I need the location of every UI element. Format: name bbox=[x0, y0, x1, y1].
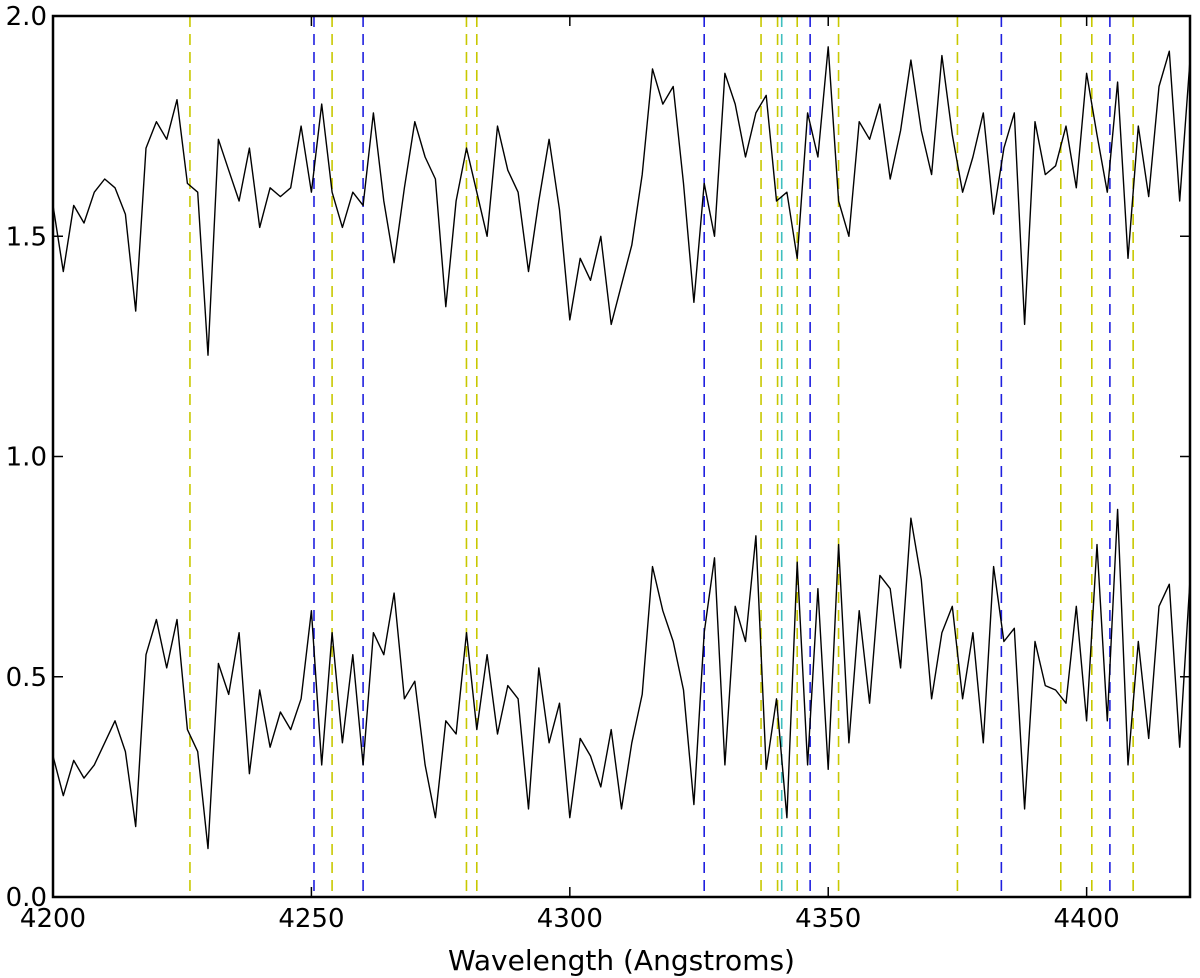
y-tick-label: 0.0 bbox=[6, 883, 47, 913]
x-axis-title: Wavelength (Angstroms) bbox=[448, 944, 795, 977]
x-tick-label: 4350 bbox=[795, 904, 861, 934]
x-tick-label: 4300 bbox=[537, 904, 603, 934]
x-tick-label: 4200 bbox=[20, 904, 86, 934]
y-tick-label: 1.0 bbox=[6, 443, 47, 473]
spectrum-series bbox=[52, 46, 1191, 850]
x-tick-label: 4250 bbox=[278, 904, 344, 934]
y-tick-label: 2.0 bbox=[6, 2, 47, 32]
spectrum-line-2 bbox=[52, 508, 1191, 850]
reference-lines bbox=[189, 16, 1134, 897]
plot-frame bbox=[51, 14, 1192, 899]
x-tick-label: 4400 bbox=[1054, 904, 1120, 934]
y-tick-label: 0.5 bbox=[6, 663, 47, 693]
spectrum-line-1 bbox=[52, 46, 1191, 356]
y-tick-label: 1.5 bbox=[6, 222, 47, 252]
y-axis-ticks: 0.0 0.5 1.0 1.5 2.0 bbox=[6, 2, 1190, 913]
x-axis-ticks: 4200 4250 4300 4350 4400 bbox=[20, 16, 1120, 934]
